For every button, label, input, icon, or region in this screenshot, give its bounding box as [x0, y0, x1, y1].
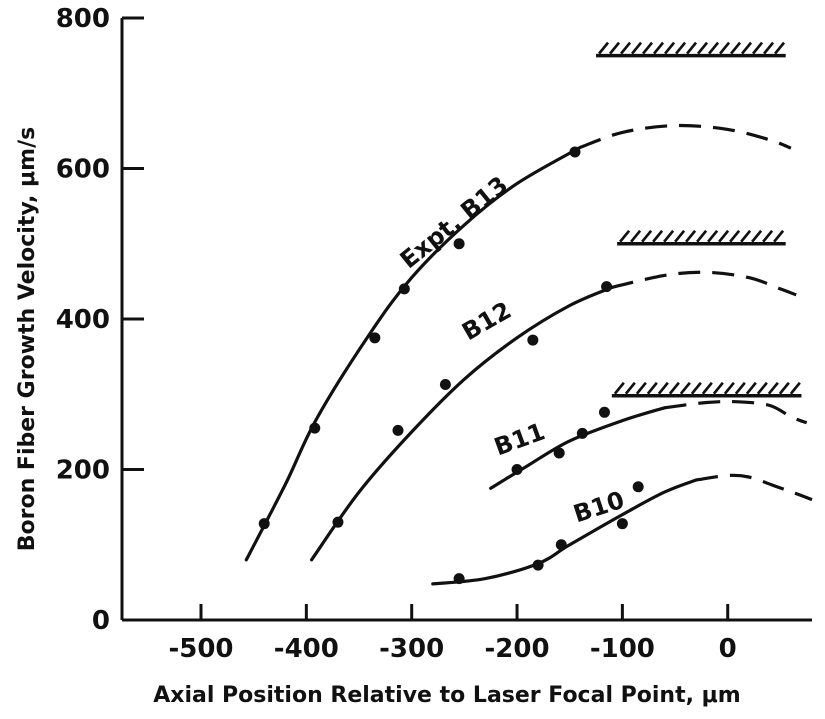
curve-expt-b13-dashed: [579, 123, 792, 150]
curves: [244, 123, 813, 586]
point-expt-b13-3: [398, 283, 410, 295]
y-axis-title: Boron Fiber Growth Velocity, μm/s: [15, 127, 40, 552]
curve-b12-solid: [310, 285, 614, 562]
x-tick-label--100: -100: [590, 634, 655, 664]
point-b10-0: [453, 573, 465, 585]
y-tick-label-400: 400: [56, 305, 110, 335]
curve-label-b12: B12: [457, 296, 516, 346]
limit-b12: [617, 229, 786, 246]
limit-lines: [596, 41, 802, 398]
curve-b12-dashed: [611, 270, 797, 297]
y-tick-label-800: 800: [56, 4, 110, 34]
curve-b10-dashed: [695, 473, 813, 502]
point-b12-0: [332, 516, 344, 528]
point-b12-1: [392, 424, 404, 436]
point-b10-1: [532, 559, 544, 571]
data-points: [258, 146, 644, 585]
x-ticks: -500 -400 -300 -200 -100 0: [168, 604, 737, 664]
x-tick-label--500: -500: [168, 634, 233, 664]
point-b10-2: [555, 539, 567, 551]
point-expt-b13-0: [258, 518, 270, 530]
point-expt-b13-4: [453, 238, 465, 250]
curve-label-expt-b13: Expt. B13: [395, 171, 513, 274]
point-b10-3: [616, 518, 628, 530]
point-expt-b13-1: [309, 422, 321, 434]
curve-label-b11: B11: [490, 417, 548, 461]
limit-expt-b13: [596, 41, 786, 58]
point-b12-3: [527, 334, 539, 346]
y-tick-label-0: 0: [92, 606, 110, 636]
x-tick-label-0: 0: [719, 634, 737, 664]
y-tick-label-200: 200: [56, 456, 110, 486]
y-ticks: 0 200 400 600 800: [56, 4, 144, 636]
point-expt-b13-5: [569, 146, 581, 158]
curve-b10-solid: [431, 478, 698, 586]
point-b12-2: [439, 378, 451, 390]
x-axis-title: Axial Position Relative to Laser Focal P…: [153, 683, 741, 708]
limit-b11: [611, 381, 802, 398]
x-tick-label--400: -400: [274, 634, 339, 664]
point-expt-b13-2: [369, 332, 381, 344]
point-b11-1: [553, 447, 565, 459]
point-b11-0: [511, 464, 523, 475]
point-b12-4: [601, 281, 613, 293]
point-b11-2: [576, 427, 588, 439]
point-b11-3: [598, 406, 610, 418]
curve-b11-dashed: [664, 399, 808, 425]
point-b10-4: [632, 481, 644, 493]
y-tick-label-600: 600: [56, 155, 110, 185]
curve-expt-b13-solid: [244, 145, 582, 562]
x-tick-label--300: -300: [379, 634, 444, 664]
x-tick-label--200: -200: [484, 634, 549, 664]
